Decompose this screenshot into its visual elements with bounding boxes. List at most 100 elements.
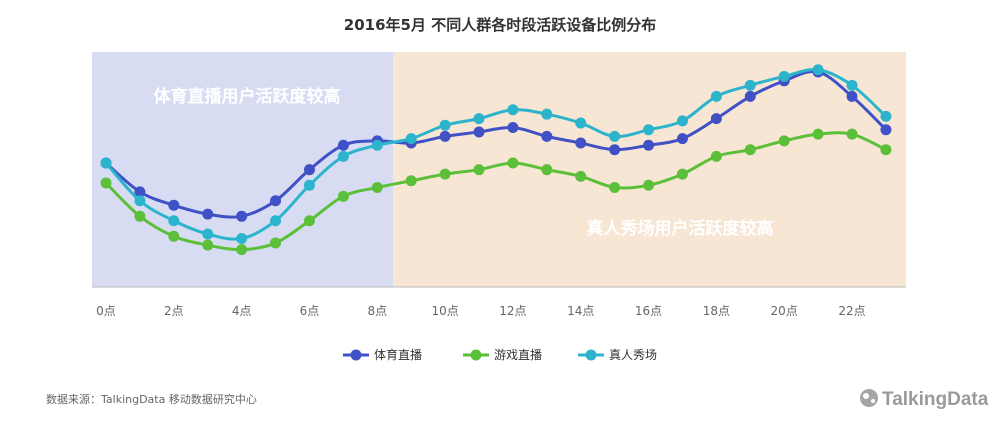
data-point [303, 215, 315, 227]
data-point [609, 130, 621, 142]
data-point [337, 150, 349, 162]
data-point [541, 108, 553, 120]
legend-label: 真人秀场 [609, 348, 657, 362]
data-point [609, 181, 621, 193]
data-point [676, 168, 688, 180]
data-point [134, 210, 146, 222]
series-layer [100, 64, 892, 256]
data-point [643, 179, 655, 191]
brand-name: TalkingData [882, 389, 989, 410]
data-point [880, 110, 892, 122]
legend-label: 游戏直播 [494, 348, 542, 362]
legend-swatch-dot [350, 349, 362, 361]
data-point [236, 233, 248, 244]
data-point [371, 139, 383, 151]
region-label: 体育直播用户活跃度较高 [154, 86, 341, 107]
x-axis-ticks: 0点 2点 4点 6点 8点 10点 12点 14点 16点 18点 20点 22点 [96, 304, 865, 318]
data-point [812, 128, 824, 140]
legend-item: 体育直播 [343, 347, 422, 362]
x-tick-label: 14点 [567, 304, 594, 318]
data-point [846, 79, 858, 91]
data-point [202, 239, 214, 251]
data-point [710, 90, 722, 102]
series-3 [100, 64, 892, 244]
x-tick-label: 20点 [771, 304, 798, 318]
data-point [405, 133, 417, 145]
data-point [744, 79, 756, 91]
data-point [303, 164, 315, 176]
data-point [473, 126, 485, 138]
source-note: 数据来源：TalkingData 移动数据研究中心 [46, 392, 257, 406]
x-tick-label: 4点 [232, 304, 252, 318]
data-point [100, 177, 112, 189]
data-point [270, 237, 282, 249]
talkingdata-logo-icon [860, 389, 878, 407]
legend-item: 游戏直播 [463, 348, 542, 362]
data-point [778, 70, 790, 82]
data-point [812, 64, 824, 76]
x-tick-label: 18点 [703, 304, 730, 318]
data-point [405, 175, 417, 187]
data-point [676, 133, 688, 145]
x-tick-label: 16点 [635, 304, 662, 318]
data-point [541, 164, 553, 176]
data-point [236, 210, 248, 222]
data-point [846, 128, 858, 140]
legend-swatch-dot [585, 349, 597, 361]
legend-label: 体育直播 [374, 347, 422, 362]
data-point [473, 113, 485, 125]
x-tick-label: 10点 [431, 304, 458, 318]
x-tick-label: 22点 [838, 304, 865, 318]
legend: 体育直播 游戏直播 真人秀场 [343, 347, 657, 362]
data-point [439, 130, 451, 142]
data-point [643, 139, 655, 151]
data-point [337, 190, 349, 202]
data-point [202, 208, 214, 220]
data-point [541, 130, 553, 142]
data-point [880, 124, 892, 136]
data-point [439, 168, 451, 180]
data-point [236, 244, 248, 256]
data-point [168, 215, 180, 227]
data-point [439, 119, 451, 131]
series-2 [100, 128, 892, 256]
data-point [168, 230, 180, 242]
data-point [168, 199, 180, 211]
data-point [303, 179, 315, 191]
data-point [473, 164, 485, 176]
data-point [710, 150, 722, 162]
data-point [270, 215, 282, 227]
x-tick-label: 8点 [367, 304, 387, 318]
data-point [507, 104, 519, 116]
data-point [676, 115, 688, 127]
data-point [609, 144, 621, 156]
brand-logo: TalkingData [860, 389, 989, 410]
legend-swatch-dot [470, 349, 482, 361]
data-point [134, 186, 146, 198]
x-tick-label: 12点 [499, 304, 526, 318]
data-point [575, 117, 587, 129]
data-point [880, 144, 892, 156]
data-point [507, 122, 519, 133]
data-point [778, 135, 790, 147]
chart-title: 2016年5月 不同人群各时段活跃设备比例分布 [344, 16, 656, 34]
data-point [202, 228, 214, 240]
data-point [575, 137, 587, 149]
x-tick-label: 0点 [96, 304, 116, 318]
x-tick-label: 2点 [164, 304, 184, 318]
data-point [643, 124, 655, 136]
data-point [507, 157, 519, 169]
data-point [270, 195, 282, 207]
data-point [744, 144, 756, 156]
data-point [846, 90, 858, 102]
legend-item: 真人秀场 [578, 348, 657, 362]
data-point [337, 139, 349, 151]
data-point [100, 157, 112, 169]
x-tick-label: 6点 [300, 304, 320, 318]
data-point [371, 181, 383, 193]
region-label: 真人秀场用户活跃度较高 [587, 218, 774, 239]
data-point [710, 113, 722, 125]
data-point [575, 170, 587, 182]
